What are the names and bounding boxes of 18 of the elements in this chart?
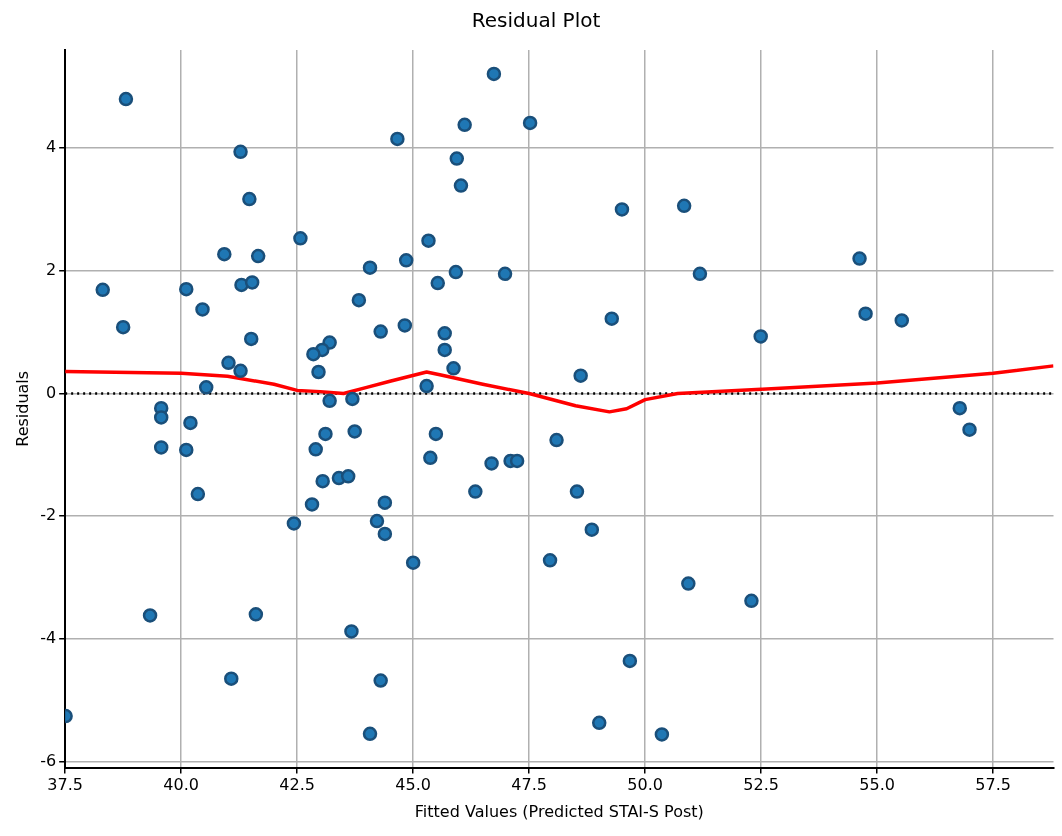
y-tick-label: -2 xyxy=(40,505,57,525)
y-axis-title: Residuals xyxy=(12,370,32,447)
x-tick-label: 42.5 xyxy=(279,775,315,795)
x-tick-label: 47.5 xyxy=(511,775,547,795)
y-tick-label: 4 xyxy=(45,137,57,157)
x-tick-label: 40.0 xyxy=(163,775,199,795)
chart-title: Residual Plot xyxy=(471,8,601,33)
x-tick-label: 52.5 xyxy=(743,775,779,795)
x-axis-title: Fitted Values (Predicted STAI-S Post) xyxy=(414,801,704,821)
x-tick-label: 55.0 xyxy=(859,775,895,795)
y-tick-label: 2 xyxy=(45,259,57,279)
y-tick-label: -4 xyxy=(40,627,57,647)
x-tick-label: 45.0 xyxy=(395,775,431,795)
x-tick-label: 50.0 xyxy=(627,775,663,795)
y-tick-label: -6 xyxy=(40,750,57,770)
y-tick-label: 0 xyxy=(45,382,57,402)
x-tick-label: 37.5 xyxy=(47,775,83,795)
x-tick-label: 57.5 xyxy=(975,775,1011,795)
